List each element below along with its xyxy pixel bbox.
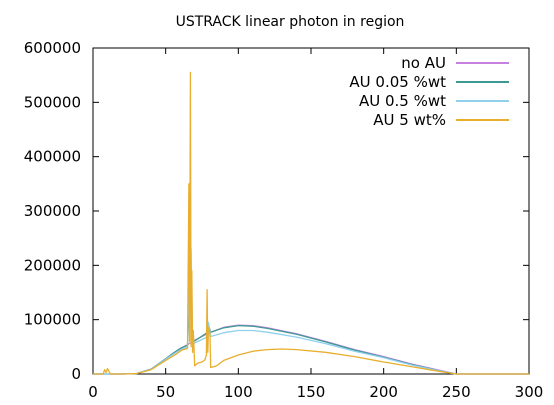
chart-title: USTRACK linear photon in region	[176, 14, 405, 30]
y-tick-label: 500000	[24, 93, 81, 111]
legend-label-1: AU 0.05 %wt	[349, 73, 446, 91]
plot-frame	[92, 47, 530, 375]
x-tick-label: 100	[224, 383, 253, 401]
axis-ticks: 0 50 100 150 200 250 300 0 100000 200000 300000 400…	[24, 39, 544, 401]
x-tick-label: 50	[156, 383, 175, 401]
series-line-2	[93, 248, 529, 375]
x-tick-label: 150	[297, 383, 326, 401]
series-line-0	[93, 324, 529, 375]
series-line-1	[93, 272, 529, 375]
legend-label-3: AU 5 wt%	[373, 111, 446, 129]
series-group	[93, 71, 529, 375]
x-tick-label: 200	[369, 383, 398, 401]
legend-label-0: no AU	[401, 54, 446, 72]
y-tick-label: 0	[71, 365, 81, 383]
y-tick-label: 600000	[24, 39, 81, 57]
y-tick-label: 300000	[24, 202, 81, 220]
x-tick-label: 300	[515, 383, 544, 401]
x-tick-label: 0	[88, 383, 98, 401]
x-tick-label: 250	[442, 383, 471, 401]
y-tick-label: 100000	[24, 311, 81, 329]
y-tick-label: 200000	[24, 256, 81, 274]
series-line-3	[93, 71, 529, 375]
y-tick-label: 400000	[24, 148, 81, 166]
legend-label-2: AU 0.5 %wt	[359, 92, 446, 110]
